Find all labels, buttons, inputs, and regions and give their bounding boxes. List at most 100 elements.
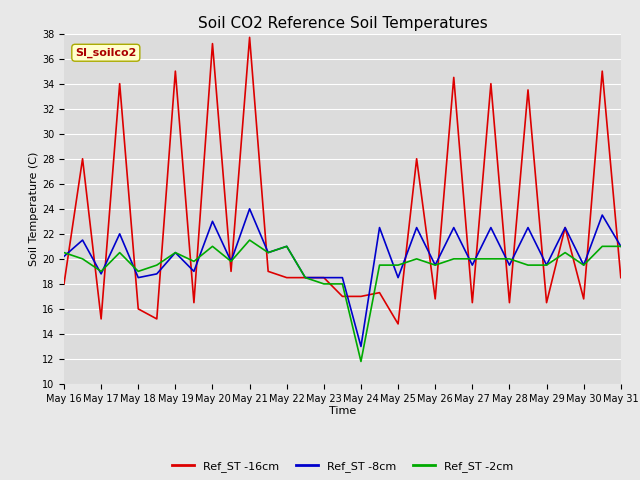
Ref_ST -2cm <box>580 262 588 268</box>
Title: Soil CO2 Reference Soil Temperatures: Soil CO2 Reference Soil Temperatures <box>198 16 487 31</box>
Ref_ST -2cm <box>283 243 291 249</box>
Ref_ST -8cm <box>190 268 198 274</box>
Ref_ST -8cm <box>468 262 476 268</box>
Ref_ST -16cm <box>134 306 142 312</box>
Ref_ST -16cm <box>320 275 328 280</box>
Ref_ST -8cm <box>580 262 588 268</box>
Ref_ST -16cm <box>209 41 216 47</box>
Ref_ST -8cm <box>357 344 365 349</box>
Ref_ST -2cm <box>376 262 383 268</box>
Ref_ST -8cm <box>524 225 532 230</box>
Ref_ST -2cm <box>543 262 550 268</box>
Text: SI_soilco2: SI_soilco2 <box>75 48 136 58</box>
Ref_ST -8cm <box>134 275 142 280</box>
Ref_ST -8cm <box>301 275 309 280</box>
Ref_ST -2cm <box>561 250 569 255</box>
Ref_ST -8cm <box>283 243 291 249</box>
Ref_ST -8cm <box>339 275 346 280</box>
Ref_ST -2cm <box>190 258 198 264</box>
Ref_ST -2cm <box>506 256 513 262</box>
Ref_ST -8cm <box>543 262 550 268</box>
Ref_ST -16cm <box>376 290 383 296</box>
Ref_ST -2cm <box>394 262 402 268</box>
Ref_ST -16cm <box>227 268 235 274</box>
Ref_ST -8cm <box>561 225 569 230</box>
Ref_ST -2cm <box>227 258 235 264</box>
Ref_ST -8cm <box>79 237 86 243</box>
X-axis label: Time: Time <box>329 407 356 417</box>
Ref_ST -16cm <box>264 268 272 274</box>
Ref_ST -16cm <box>357 293 365 300</box>
Ref_ST -16cm <box>561 225 569 230</box>
Ref_ST -16cm <box>97 316 105 322</box>
Ref_ST -16cm <box>172 68 179 74</box>
Ref_ST -16cm <box>487 81 495 86</box>
Ref_ST -8cm <box>264 250 272 255</box>
Ref_ST -16cm <box>617 275 625 280</box>
Ref_ST -2cm <box>246 237 253 243</box>
Ref_ST -16cm <box>79 156 86 162</box>
Ref_ST -2cm <box>450 256 458 262</box>
Line: Ref_ST -2cm: Ref_ST -2cm <box>64 240 621 361</box>
Y-axis label: Soil Temperature (C): Soil Temperature (C) <box>29 152 39 266</box>
Ref_ST -8cm <box>97 271 105 277</box>
Ref_ST -8cm <box>506 262 513 268</box>
Ref_ST -2cm <box>339 281 346 287</box>
Ref_ST -2cm <box>172 250 179 255</box>
Ref_ST -16cm <box>468 300 476 306</box>
Legend: Ref_ST -16cm, Ref_ST -8cm, Ref_ST -2cm: Ref_ST -16cm, Ref_ST -8cm, Ref_ST -2cm <box>167 457 518 477</box>
Ref_ST -2cm <box>134 268 142 274</box>
Ref_ST -2cm <box>468 256 476 262</box>
Ref_ST -16cm <box>580 296 588 302</box>
Ref_ST -8cm <box>209 218 216 224</box>
Ref_ST -16cm <box>543 300 550 306</box>
Ref_ST -2cm <box>97 268 105 274</box>
Ref_ST -2cm <box>320 281 328 287</box>
Ref_ST -16cm <box>598 68 606 74</box>
Ref_ST -8cm <box>450 225 458 230</box>
Ref_ST -8cm <box>394 275 402 280</box>
Ref_ST -8cm <box>227 258 235 264</box>
Ref_ST -2cm <box>209 243 216 249</box>
Ref_ST -2cm <box>487 256 495 262</box>
Line: Ref_ST -16cm: Ref_ST -16cm <box>64 37 621 324</box>
Ref_ST -16cm <box>301 275 309 280</box>
Ref_ST -16cm <box>283 275 291 280</box>
Ref_ST -16cm <box>431 296 439 302</box>
Ref_ST -8cm <box>172 250 179 255</box>
Ref_ST -2cm <box>153 262 161 268</box>
Ref_ST -2cm <box>116 250 124 255</box>
Ref_ST -16cm <box>524 87 532 93</box>
Line: Ref_ST -8cm: Ref_ST -8cm <box>64 209 621 347</box>
Ref_ST -2cm <box>79 256 86 262</box>
Ref_ST -2cm <box>413 256 420 262</box>
Ref_ST -8cm <box>60 253 68 259</box>
Ref_ST -8cm <box>153 271 161 277</box>
Ref_ST -8cm <box>487 225 495 230</box>
Ref_ST -16cm <box>190 300 198 306</box>
Ref_ST -2cm <box>617 243 625 249</box>
Ref_ST -2cm <box>598 243 606 249</box>
Ref_ST -16cm <box>246 35 253 40</box>
Ref_ST -16cm <box>339 293 346 300</box>
Ref_ST -16cm <box>450 74 458 80</box>
Ref_ST -16cm <box>394 321 402 327</box>
Ref_ST -8cm <box>617 243 625 249</box>
Ref_ST -8cm <box>116 231 124 237</box>
Ref_ST -16cm <box>60 281 68 287</box>
Ref_ST -2cm <box>60 250 68 255</box>
Ref_ST -8cm <box>598 212 606 218</box>
Ref_ST -16cm <box>153 316 161 322</box>
Ref_ST -2cm <box>524 262 532 268</box>
Ref_ST -16cm <box>506 300 513 306</box>
Ref_ST -8cm <box>320 275 328 280</box>
Ref_ST -8cm <box>431 262 439 268</box>
Ref_ST -8cm <box>246 206 253 212</box>
Ref_ST -8cm <box>413 225 420 230</box>
Ref_ST -2cm <box>264 250 272 255</box>
Ref_ST -16cm <box>413 156 420 162</box>
Ref_ST -2cm <box>301 275 309 280</box>
Ref_ST -8cm <box>376 225 383 230</box>
Ref_ST -2cm <box>431 262 439 268</box>
Ref_ST -16cm <box>116 81 124 86</box>
